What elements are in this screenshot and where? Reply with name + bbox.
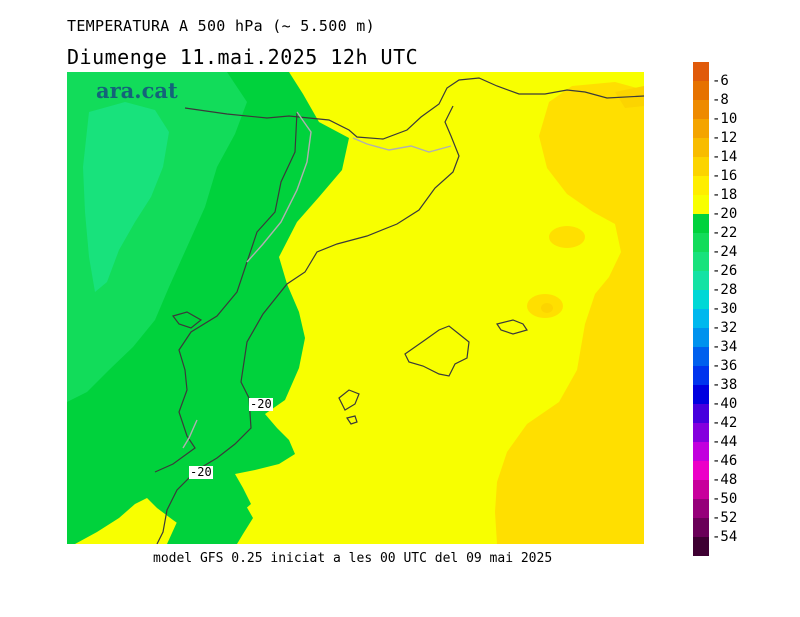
formentera [346,415,358,425]
color-scale-segment [693,347,709,366]
color-scale-segment [693,233,709,252]
color-scale-segment [693,366,709,385]
color-scale-segment [693,385,709,404]
color-scale-label: -40 [712,396,738,412]
color-scale-segment [693,404,709,423]
color-scale-segment [693,138,709,157]
warm-spot-center-core [541,303,553,313]
color-scale-label: -34 [712,339,738,355]
color-scale-segment [693,214,709,233]
forecast-date: Diumenge 11.mai.2025 12h UTC [67,45,419,69]
color-scale-segment [693,309,709,328]
temperature-map [67,72,644,544]
color-scale-segment [693,157,709,176]
ibiza [338,389,360,411]
color-scale-segment [693,81,709,100]
color-scale-label: -54 [712,529,738,545]
color-scale-label: -32 [712,320,738,336]
model-run-info: model GFS 0.25 iniciat a les 00 UTC del … [153,551,553,566]
color-scale-label: -6 [712,73,729,89]
color-scale-label: -30 [712,301,738,317]
color-scale-segment [693,328,709,347]
color-scale-label: -12 [712,130,738,146]
contour-label: -20 [249,397,273,411]
contour-label: -20 [189,465,213,479]
color-scale-label: -18 [712,187,738,203]
color-scale-label: -24 [712,244,738,260]
color-scale-label: -42 [712,415,738,431]
color-scale-label: -20 [712,206,738,222]
borders [182,111,452,449]
color-scale-label: -48 [712,472,738,488]
color-scale-segment [693,423,709,442]
map-title: TEMPERATURA A 500 hPa (~ 5.500 m) [67,17,375,35]
color-scale-segment [693,271,709,290]
coldest-zone [83,102,169,292]
color-scale-label: -50 [712,491,738,507]
color-scale-segment [693,537,709,556]
color-scale-segment [693,176,709,195]
color-scale-label: -38 [712,377,738,393]
color-scale-segment [693,290,709,309]
color-scale-label: -36 [712,358,738,374]
color-scale-segment [693,499,709,518]
warm-zone-east [495,82,644,544]
warm-spot-small [549,226,585,248]
color-scale-label: -8 [712,92,729,108]
color-scale-segment [693,480,709,499]
color-scale-label: -44 [712,434,738,450]
color-scale-label: -16 [712,168,738,184]
color-scale-label: -52 [712,510,738,526]
color-scale-label: -10 [712,111,738,127]
color-scale-segment [693,62,709,81]
color-scale-label: -14 [712,149,738,165]
color-scale-label: -22 [712,225,738,241]
color-scale-label: -46 [712,453,738,469]
menorca [496,319,528,335]
mallorca [404,325,470,377]
brand-logo: ara.cat [96,78,178,103]
color-scale-segment [693,252,709,271]
color-scale-segment [693,442,709,461]
color-scale-bar [693,62,709,556]
color-scale-label: -26 [712,263,738,279]
cold-zone-south [167,504,253,544]
color-scale-segment [693,119,709,138]
color-scale-segment [693,518,709,537]
color-scale-segment [693,100,709,119]
color-scale-segment [693,461,709,480]
color-scale-segment [693,195,709,214]
color-scale-label: -28 [712,282,738,298]
